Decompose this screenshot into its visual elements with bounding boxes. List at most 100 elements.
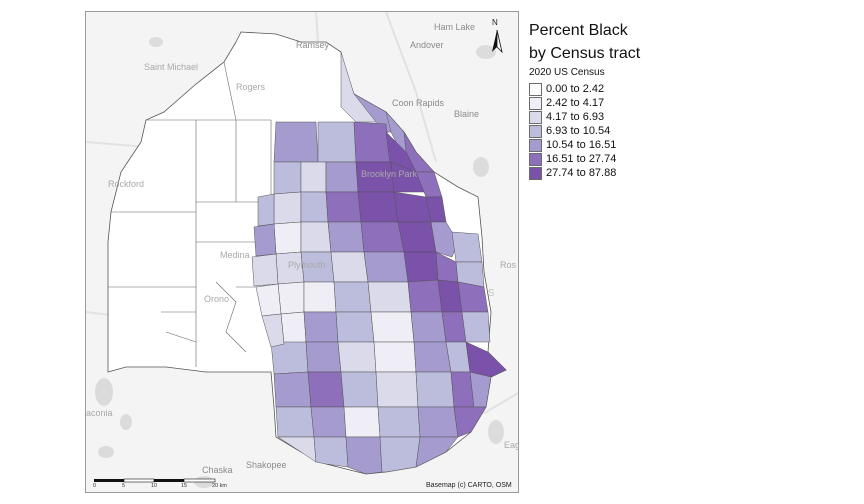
label-ros: Ros <box>500 260 517 270</box>
census-tract <box>403 251 439 283</box>
label-saint-michael: Saint Michael <box>144 62 199 72</box>
legend-item: 2.42 to 4.17 <box>529 96 729 110</box>
legend-item: 27.74 to 87.88 <box>529 166 729 180</box>
legend-label: 27.74 to 87.88 <box>546 167 617 179</box>
census-tract <box>415 371 455 408</box>
census-tract <box>275 406 315 438</box>
legend-swatch <box>529 138 542 152</box>
census-tract <box>415 436 459 468</box>
census-tract <box>325 161 359 193</box>
census-tract <box>257 193 275 227</box>
scale-tick-5: 5 <box>122 483 126 489</box>
legend-label: 10.54 to 16.51 <box>546 139 617 151</box>
legend-item: 4.17 to 6.93 <box>529 110 729 124</box>
scale-tick-0: 0 <box>93 483 97 489</box>
census-tract <box>273 221 302 255</box>
census-tract <box>273 371 312 408</box>
census-tract <box>410 311 447 343</box>
legend-swatch <box>529 96 542 110</box>
census-tract <box>469 371 492 408</box>
census-tract <box>273 161 302 195</box>
legend-label: 2.42 to 4.17 <box>546 97 605 109</box>
census-tract <box>453 406 487 438</box>
census-tract <box>451 231 483 263</box>
census-tract <box>277 281 305 315</box>
legend-swatch <box>529 166 542 180</box>
label-chaska: Chaska <box>202 465 233 475</box>
census-tract <box>253 223 277 257</box>
legend-swatch <box>529 82 542 96</box>
label-plymouth: Plymouth <box>288 260 326 270</box>
legend-item: 16.51 to 27.74 <box>529 152 729 166</box>
census-tract <box>277 436 317 463</box>
scale-tick-10: 10 <box>151 483 158 489</box>
census-tract <box>397 221 437 253</box>
census-tract <box>360 221 405 253</box>
census-tract <box>337 341 377 373</box>
map-frame[interactable]: Ham Lake Ramsey Andover Saint Michael Ro… <box>85 11 519 493</box>
census-tract <box>333 281 372 313</box>
legend-swatch <box>529 152 542 166</box>
label-coon-rapids: Coon Rapids <box>392 98 445 108</box>
label-medina: Medina <box>220 250 250 260</box>
census-tract <box>461 311 491 343</box>
scale-tick-15: 15 <box>181 483 188 489</box>
legend-subtitle: 2020 US Census <box>529 67 605 78</box>
census-tract <box>307 371 345 408</box>
census-tract <box>251 253 279 287</box>
census-tract <box>303 311 339 343</box>
legend: Percent Black by Census tract 2020 US Ce… <box>529 19 729 180</box>
census-tract <box>417 406 459 438</box>
legend-label: 6.93 to 10.54 <box>546 125 611 137</box>
label-brooklyn-park: Brooklyn Park <box>361 169 418 179</box>
census-tract <box>375 371 419 408</box>
census-tract <box>305 341 342 373</box>
north-label: N <box>492 18 498 27</box>
census-tract <box>373 341 417 373</box>
census-tract <box>303 281 337 313</box>
census-tract <box>353 121 392 163</box>
legend-rows: 0.00 to 2.42 2.42 to 4.17 4.17 to 6.93 6.93… <box>529 82 729 180</box>
census-tract <box>327 221 365 253</box>
census-tract <box>310 406 347 438</box>
census-tract <box>330 251 369 283</box>
census-tract <box>335 311 375 343</box>
census-tract <box>343 406 381 438</box>
census-tract <box>313 436 349 468</box>
legend-swatch <box>529 124 542 138</box>
legend-swatch <box>529 110 542 124</box>
north-arrow-icon <box>492 29 503 54</box>
legend-item: 10.54 to 16.51 <box>529 138 729 152</box>
census-tract <box>363 251 409 283</box>
census-tract <box>357 191 399 223</box>
label-minneapolis-fragment: s <box>488 284 495 299</box>
label-blaine: Blaine <box>454 109 480 119</box>
scale-tick-20km: 20 km <box>212 483 227 489</box>
choropleth-map[interactable] <box>86 12 519 493</box>
census-tract <box>340 371 379 408</box>
census-tract <box>407 279 443 313</box>
legend-item: 6.93 to 10.54 <box>529 124 729 138</box>
label-rockford: Rockford <box>108 179 145 189</box>
census-tract <box>273 121 319 163</box>
label-shakopee: Shakopee <box>246 460 287 470</box>
census-tract <box>280 311 307 345</box>
label-ham-lake: Ham Lake <box>434 22 476 32</box>
legend-title: Percent Black <box>529 22 628 39</box>
census-tract <box>413 341 452 373</box>
census-tract <box>370 311 415 343</box>
census-tract <box>379 436 421 473</box>
census-tract <box>300 221 332 253</box>
census-tract <box>377 406 421 438</box>
tract-polygons <box>251 51 507 475</box>
legend-item: 0.00 to 2.42 <box>529 82 729 96</box>
legend-label: 4.17 to 6.93 <box>546 111 605 123</box>
scale-bar <box>94 478 216 483</box>
label-orono: Orono <box>204 294 230 304</box>
label-aconia: aconia <box>86 408 113 418</box>
legend-label: 16.51 to 27.74 <box>546 153 617 165</box>
legend-title-line2: by Census tract <box>529 45 641 62</box>
census-tract <box>270 341 309 375</box>
census-tract <box>317 121 357 163</box>
census-tract <box>367 281 412 313</box>
